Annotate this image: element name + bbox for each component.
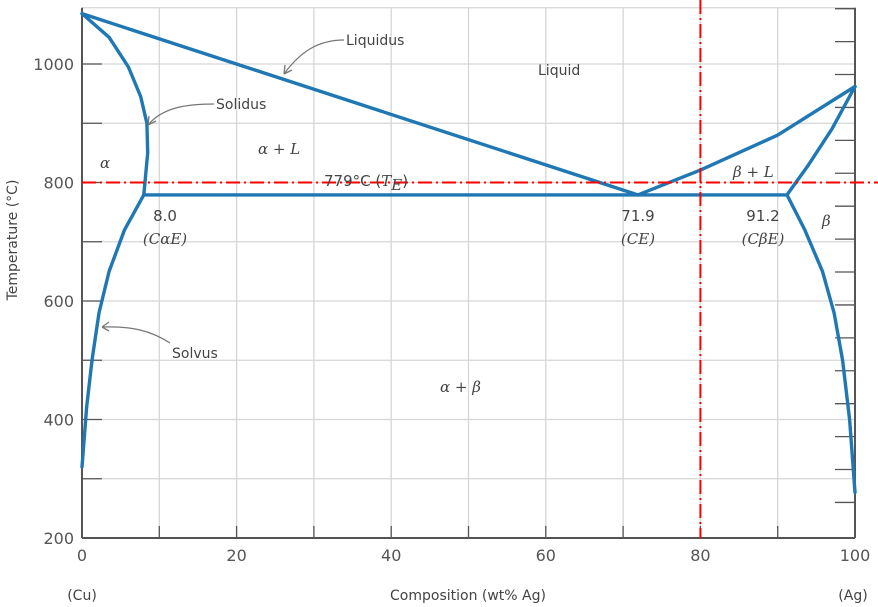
y-tick-label: 800 [43, 174, 74, 193]
te-value: 779°C ( [324, 172, 381, 190]
phase-boundaries [80, 11, 857, 495]
solvus-arrowhead [101, 321, 110, 332]
te-close: ) [402, 172, 408, 190]
phase-boundary-line [785, 84, 857, 197]
te-symbol: T [381, 172, 392, 190]
solvus-arrow [101, 326, 171, 344]
c-beta-e-label: (CβE) [742, 230, 785, 248]
x-tick-label: 40 [381, 546, 401, 565]
region-liquid: Liquid [538, 63, 580, 79]
reference-lines [82, 0, 878, 538]
region-alpha: α [100, 154, 110, 172]
y-tick-label: 200 [43, 529, 74, 548]
liquidus-line [80, 11, 640, 197]
y-tick-label: 400 [43, 411, 74, 430]
x-tick-label: 100 [840, 546, 871, 565]
phase-boundary-line [785, 193, 857, 495]
liquidus-label: Liquidus [346, 33, 404, 49]
liquidus-arrow [283, 39, 345, 75]
region-alpha-plus-liquid: α + L [258, 140, 300, 158]
solidus-arrow [147, 103, 215, 126]
grid [82, 7, 855, 538]
c-e-label: (CE) [621, 230, 655, 248]
x-right-end-label: (Ag) [838, 588, 867, 604]
solidus-label: Solidus [216, 97, 266, 113]
y-tick-label: 1000 [33, 55, 74, 74]
c-alpha-e-value: 8.0 [153, 207, 177, 225]
c-alpha-e-label: (CαE) [143, 230, 187, 248]
solvus-label: Solvus [172, 346, 218, 362]
x-tick-label: 20 [226, 546, 246, 565]
tick-labels: 0 20 40 60 80 100 200 400 600 800 1000 [33, 55, 870, 565]
x-tick-label: 0 [77, 546, 87, 565]
solidus-line [80, 11, 150, 197]
eutectic-temperature-label: 779°C (TE) [324, 172, 408, 194]
x-tick-label: 60 [536, 546, 556, 565]
region-alpha-plus-beta: α + β [440, 378, 481, 396]
x-left-end-label: (Cu) [67, 588, 97, 604]
region-beta: β [821, 212, 831, 230]
c-e-value: 71.9 [621, 207, 654, 225]
region-beta-plus-liquid: β + L [732, 163, 774, 181]
y-axis-label: Temperature (°C) [5, 180, 21, 302]
liquidus-arrowhead [283, 64, 293, 75]
solvus-line [80, 193, 146, 469]
y-tick-label: 600 [43, 292, 74, 311]
te-subscript: E [390, 176, 402, 194]
c-beta-e-value: 91.2 [746, 207, 779, 225]
x-tick-label: 80 [690, 546, 710, 565]
x-axis-label: Composition (wt% Ag) [390, 588, 546, 604]
solidus-arrowhead [147, 115, 157, 126]
